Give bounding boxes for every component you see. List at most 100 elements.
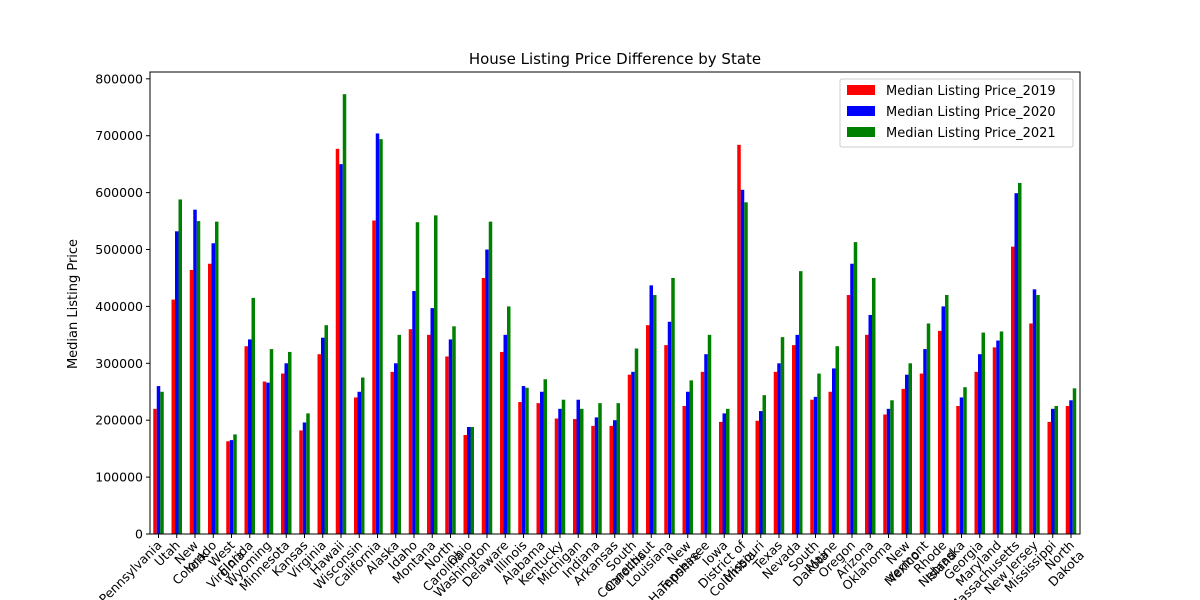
bar-3-13 [379,139,383,534]
bar-3-33 [744,202,748,535]
bar-3-32 [726,408,730,534]
bar-1-11 [335,148,340,534]
bar-2-32 [722,413,726,534]
bar-2-7 [266,382,270,534]
bar-3-45 [963,387,967,534]
bar-1-48 [1011,246,1015,535]
bar-3-14 [397,334,401,534]
bar-3-21 [525,387,529,534]
bar-1-39 [846,295,851,534]
bar-3-9 [306,413,310,534]
bar-2-18 [467,427,471,534]
x-tick-label-line: Pennsylvania [96,538,165,600]
bar-1-26 [609,425,613,534]
bar-1-29 [664,345,668,534]
bar-1-43 [919,373,924,534]
bar-3-42 [908,363,912,534]
bar-3-19 [488,221,493,534]
y-tick-label: 100000 [95,470,143,485]
y-axis-ticks: 0 100000 200000 300000 400000 500000 600000 700… [95,71,150,542]
bar-2-42 [905,374,909,534]
y-tick-label: 500000 [95,242,143,257]
bar-1-5 [226,441,230,534]
y-axis-label: Median Listing Price [66,239,81,369]
bar-2-4 [211,243,215,534]
bar-3-44 [945,295,949,534]
bar-3-41 [890,400,894,534]
bar-1-22 [536,403,540,534]
bar-1-38 [828,391,832,534]
bar-1-46 [974,371,978,534]
bar-2-8 [284,363,288,534]
bar-1-41 [883,414,887,534]
bar-3-25 [598,403,602,534]
legend: Median Listing Price_2019 Median Listing … [839,78,1074,148]
bar-3-3 [196,221,201,534]
bar-3-26 [616,403,620,534]
y-tick-label: 400000 [95,299,143,314]
bar-1-45 [956,405,960,534]
legend-swatch-3 [847,127,875,137]
bar-1-24 [573,419,577,534]
y-tick-label: 200000 [95,413,143,428]
bar-3-23 [561,399,566,534]
chart-title: House Listing Price Difference by State [469,50,761,68]
bar-2-30 [686,391,690,534]
bar-2-26 [613,420,617,534]
bar-2-35 [777,363,781,534]
bar-2-11 [339,164,343,535]
bar-3-27 [634,348,639,534]
bar-2-51 [1069,400,1073,534]
legend-box [839,78,1074,148]
bar-2-38 [832,368,836,534]
bar-3-6 [251,297,255,534]
bar-1-17 [445,356,449,534]
bar-3-11 [342,94,347,534]
y-tick-label: 700000 [95,128,143,143]
bar-3-20 [507,306,511,534]
bar-2-24 [576,399,580,534]
bar-2-25 [594,417,599,534]
bar-2-44 [941,306,945,534]
bar-3-8 [288,351,292,534]
bar-1-19 [481,277,486,534]
y-tick-label: 300000 [95,356,143,371]
bar-3-10 [324,325,328,534]
bar-1-42 [901,388,905,534]
bar-1-15 [408,329,413,534]
bar-1-37 [810,399,814,534]
bar-3-37 [817,373,821,534]
plot-frame [149,71,1081,535]
bar-2-15 [412,291,416,534]
bar-2-27 [631,371,635,534]
bar-2-36 [795,334,799,534]
bar-2-47 [996,340,1000,534]
bar-2-14 [394,363,398,534]
bar-1-23 [554,418,559,534]
bar-1-36 [792,345,796,534]
bar-2-29 [667,321,672,534]
bar-2-9 [302,422,307,534]
bar-2-19 [485,249,489,534]
bar-2-34 [759,411,763,534]
bar-3-28 [653,295,657,534]
bar-2-12 [357,391,361,534]
bar-1-2 [171,299,175,534]
bar-3-29 [671,277,675,534]
bar-2-40 [868,314,872,534]
bar-1-49 [1029,323,1033,534]
bar-3-46 [981,332,985,534]
bar-3-49 [1036,295,1040,534]
x-axis-ticks: PennsylvaniaUtahNewYorkColoradoWestVirgi… [96,534,1087,600]
bar-1-4 [208,263,212,534]
bar-3-40 [872,277,876,534]
y-tick-label: 800000 [95,71,143,86]
bar-1-8 [281,373,285,534]
bar-2-41 [886,408,891,534]
bar-1-28 [646,325,650,534]
bar-3-1 [160,391,164,534]
legend-label-2: Median Listing Price_2020 [886,105,1056,120]
bar-2-21 [521,386,526,534]
bar-3-4 [215,221,219,534]
